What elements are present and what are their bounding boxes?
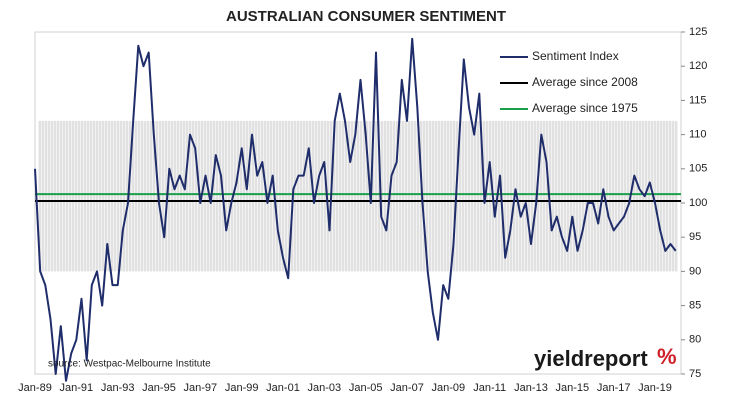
- y-tick-label: 95: [689, 231, 701, 243]
- x-tick-label: Jan-93: [101, 382, 135, 394]
- shaded-band: [38, 120, 678, 272]
- x-tick-label: Jan-13: [514, 382, 548, 394]
- y-tick-label: 120: [689, 60, 707, 72]
- sentiment-line: [34, 37, 677, 382]
- y-tick-label: 80: [689, 334, 701, 346]
- y-tick-label: 75: [689, 368, 701, 380]
- logo-symbol: %: [657, 344, 677, 369]
- chart-title: AUSTRALIAN CONSUMER SENTIMENT: [226, 8, 506, 25]
- x-tick-label: Jan-17: [597, 382, 631, 394]
- legend: Sentiment Index Average since 2008 Average…: [500, 49, 638, 115]
- x-tick-label: Jan-95: [142, 382, 176, 394]
- x-tick-label: Jan-15: [556, 382, 590, 394]
- x-tick-label: Jan-09: [432, 382, 466, 394]
- x-tick-label: Jan-99: [225, 382, 259, 394]
- y-tick-label: 110: [689, 129, 707, 141]
- x-tick-label: Jan-11: [473, 382, 506, 394]
- x-tick-label: Jan-89: [18, 382, 52, 394]
- legend-label: Average since 1975: [532, 101, 638, 115]
- y-tick-label: 100: [689, 197, 707, 209]
- x-tick-label: Jan-97: [184, 382, 218, 394]
- source: source: Westpac-Melbourne Institute: [48, 359, 211, 370]
- x-tick-label: Jan-07: [390, 382, 424, 394]
- y-tick-label: 90: [689, 265, 701, 277]
- logo: yieldreport: [534, 346, 648, 371]
- x-tick-label: Jan-91: [60, 382, 94, 394]
- x-tick-label: Jan-19: [638, 382, 672, 394]
- x-tick-label: Jan-05: [349, 382, 383, 394]
- y-tick-label: 105: [689, 163, 707, 175]
- y-tick-label: 125: [689, 26, 707, 38]
- legend-label: Sentiment Index: [532, 49, 619, 63]
- y-tick-label: 85: [689, 300, 701, 312]
- x-tick-label: Jan-01: [266, 382, 300, 394]
- legend-label: Average since 2008: [532, 75, 638, 89]
- y-tick-label: 115: [689, 94, 707, 106]
- x-tick-label: Jan-03: [308, 382, 342, 394]
